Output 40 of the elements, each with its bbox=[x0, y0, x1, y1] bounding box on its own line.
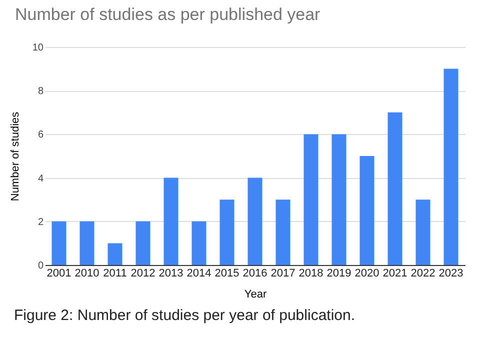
x-tick-label: 2020 bbox=[354, 268, 380, 280]
x-tick-label: 2018 bbox=[298, 268, 324, 280]
x-tick-label: 2017 bbox=[270, 268, 296, 280]
x-axis-title: Year bbox=[244, 288, 267, 300]
x-tick-label: 2023 bbox=[438, 268, 464, 280]
bar bbox=[220, 200, 234, 265]
y-tick-label: 4 bbox=[38, 173, 44, 184]
y-axis-title: Number of studies bbox=[9, 111, 22, 202]
x-tick-label: 2001 bbox=[46, 268, 72, 280]
caption: Figure 2: Number of studies per year of publication. bbox=[14, 307, 356, 324]
x-tick-label: 2014 bbox=[186, 268, 212, 280]
bar bbox=[52, 221, 66, 265]
x-tick-label: 2010 bbox=[74, 268, 100, 280]
bar bbox=[304, 134, 318, 265]
bar bbox=[332, 134, 346, 265]
x-tick-label: 2022 bbox=[410, 268, 436, 280]
bar bbox=[136, 221, 150, 265]
x-tick-label: 2013 bbox=[158, 268, 184, 280]
bar bbox=[80, 221, 94, 265]
y-tick-label: 2 bbox=[38, 216, 44, 228]
y-tick-label: 8 bbox=[38, 86, 44, 98]
y-tick-label: 0 bbox=[38, 260, 44, 272]
bar bbox=[276, 200, 290, 265]
bar bbox=[388, 112, 402, 265]
x-tick-label: 2015 bbox=[214, 268, 240, 280]
bar bbox=[164, 178, 178, 265]
y-tick-label: 10 bbox=[32, 42, 44, 54]
x-tick-label: 2016 bbox=[242, 268, 268, 280]
bar bbox=[416, 200, 430, 265]
bar bbox=[444, 68, 458, 265]
bar bbox=[360, 156, 374, 265]
bar bbox=[192, 221, 206, 265]
bar bbox=[108, 243, 122, 265]
bar bbox=[248, 178, 262, 265]
x-tick-label: 2011 bbox=[103, 268, 127, 280]
x-tick-label: 2021 bbox=[382, 268, 408, 280]
y-tick-label: 6 bbox=[38, 130, 44, 141]
x-tick-label: 2019 bbox=[326, 268, 352, 280]
x-tick-label: 2012 bbox=[130, 268, 156, 280]
chart-title: Number of studies as per published year bbox=[15, 5, 321, 24]
